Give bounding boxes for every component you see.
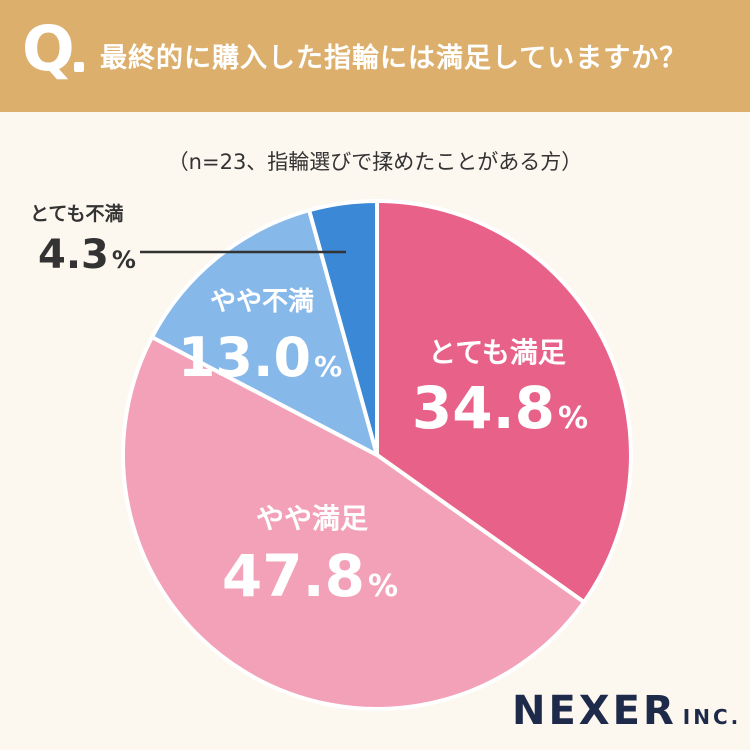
logo-sub: INC. xyxy=(682,705,742,729)
slice-value-somewhat-dissatisfied: 13.0% xyxy=(178,326,342,389)
q-mark: Q xyxy=(22,12,75,85)
slice-somewhat-satisfied xyxy=(121,335,587,711)
slice-value-very-satisfied: 34.8% xyxy=(412,374,588,442)
sample-note: （n=23、指輪選びで揉めたことがある方） xyxy=(167,150,583,174)
slice-somewhat-dissatisfied xyxy=(150,208,379,457)
slice-label-somewhat-satisfied: やや満足 xyxy=(256,502,368,535)
nexer-logo: NEXER INC. xyxy=(512,688,741,734)
slice-label-very-dissatisfied: とても不満 xyxy=(30,203,123,225)
header-banner: Q 最終的に購入した指輪には満足していますか？ xyxy=(0,0,750,112)
slice-label-somewhat-dissatisfied: やや不満 xyxy=(210,287,314,317)
slice-value-somewhat-satisfied: 47.8% xyxy=(222,542,398,610)
slice-very-satisfied xyxy=(375,199,633,605)
logo-main: NEXER xyxy=(512,688,677,734)
q-dot xyxy=(74,62,84,72)
slice-very-dissatisfied xyxy=(307,199,379,457)
question-title: 最終的に購入した指輪には満足していますか？ xyxy=(100,43,688,74)
slice-label-very-satisfied: とても満足 xyxy=(428,336,566,369)
slice-value-very-dissatisfied: 4.3% xyxy=(38,232,136,278)
